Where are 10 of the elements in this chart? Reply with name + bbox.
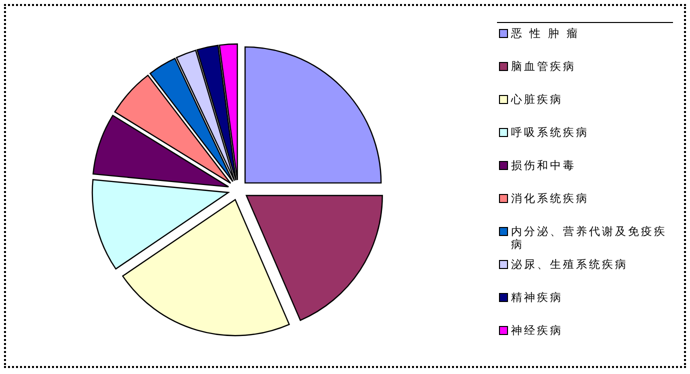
legend-label: 损伤和中毒 (511, 159, 576, 172)
legend-label: 神经疾病 (511, 324, 563, 337)
legend-label: 精神疾病 (511, 291, 563, 304)
legend-label: 泌尿、生殖系统疾病 (511, 258, 628, 271)
legend-label: 内分泌、营养代谢及免疫疾病 (511, 225, 667, 251)
legend-label: 恶 性 肿 瘤 (511, 27, 580, 40)
legend-label: 脑血管疾病 (511, 60, 576, 73)
legend-label: 心脏疾病 (511, 93, 563, 106)
legend-label: 消化系统疾病 (511, 192, 589, 205)
legend-label: 呼吸系统疾病 (511, 126, 589, 139)
